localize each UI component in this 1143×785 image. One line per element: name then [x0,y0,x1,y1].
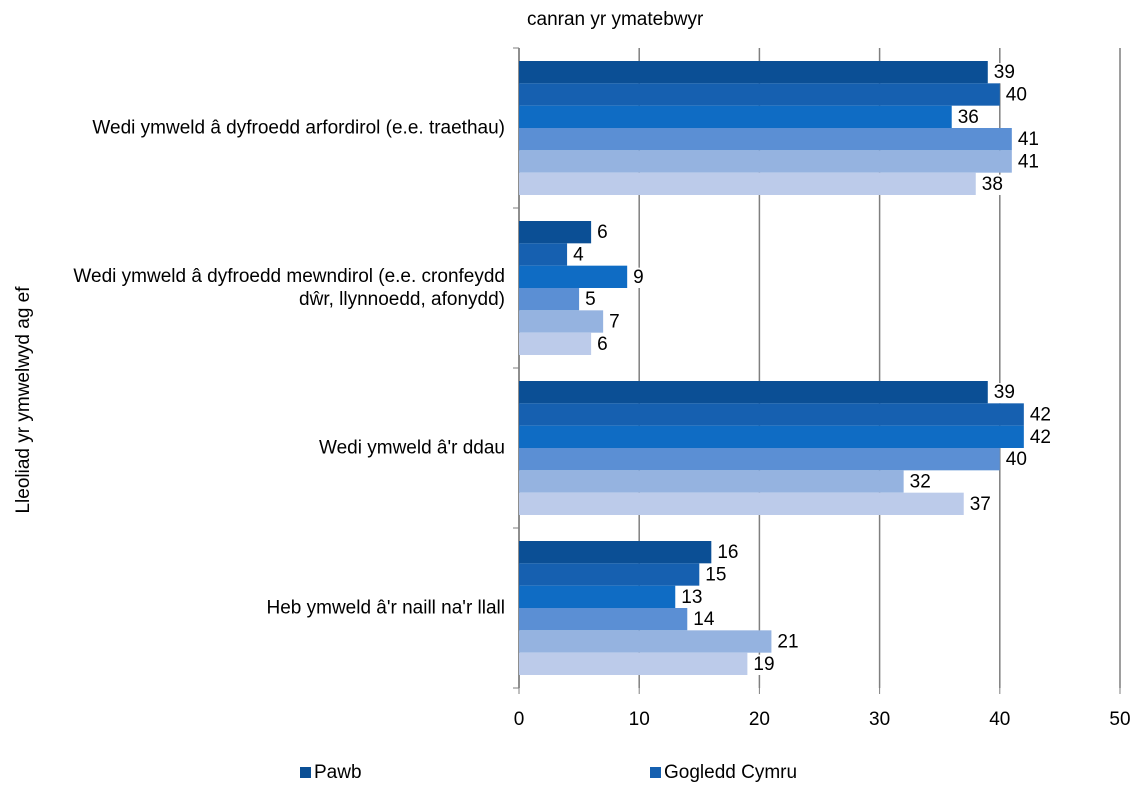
label-bg [593,334,611,355]
bar [519,381,988,404]
x-tick-label: 20 [749,709,770,730]
label-bg [1001,85,1030,106]
label-bg [905,472,934,493]
bar [519,105,952,128]
bar [519,83,1000,106]
bar [519,425,1024,448]
bar [519,265,628,288]
label-bg [689,610,718,631]
label-bg [749,654,778,675]
bar [519,630,772,653]
bar [519,128,1012,151]
category-label: Wedi ymweld â dyfroedd mewndirol (e.e. c… [73,266,505,310]
label-bg [977,174,1006,195]
bar [519,310,604,333]
y-axis-title: Lleoliad yr ymwelwyd ag ef [13,286,34,514]
label-bg [593,223,611,244]
x-tick-label: 10 [629,709,650,730]
value-label: 38 [982,174,1003,195]
bar [519,585,676,608]
label-bg [677,587,706,608]
value-label: 40 [1006,449,1027,470]
label-bg [989,63,1018,84]
value-label: 21 [777,632,798,653]
x-tick-label: 0 [514,709,525,730]
x-tick-label: 50 [1109,709,1130,730]
value-label: 7 [609,312,620,333]
value-label: 6 [597,222,608,243]
bar [519,221,592,244]
value-label: 6 [597,334,608,355]
value-label: 9 [633,267,644,288]
value-label: 14 [693,609,715,630]
value-label: 37 [970,494,991,515]
value-label: 39 [994,382,1015,403]
value-label: 42 [1030,427,1051,448]
bar [519,332,592,355]
label-bg [701,565,730,586]
category-label: Wedi ymweld â dyfroedd arfordirol (e.e. … [92,117,505,139]
legend-label: Pawb [314,762,362,783]
bar [519,652,748,675]
bar [519,608,688,631]
x-tick-label: 30 [869,709,890,730]
value-label: 41 [1018,152,1039,173]
legend-label: Gogledd Cymru [664,762,797,783]
category-label: Heb ymweld â'r naill na'r llall [266,597,505,619]
value-label: 16 [717,542,738,563]
x-axis-title: canran yr ymatebwyr [527,9,704,30]
label-bg [989,383,1018,404]
bar [519,288,580,311]
value-label: 36 [958,107,979,128]
label-bg [581,290,599,311]
bar [519,448,1000,471]
label-bg [569,245,587,266]
bar [519,150,1012,173]
legend-swatch [300,767,311,778]
value-label: 32 [910,472,931,493]
bar [519,243,568,266]
value-label: 19 [753,654,774,675]
label-bg [1025,405,1054,426]
label-bg [773,632,802,653]
value-label: 4 [573,245,584,266]
bar [519,470,904,493]
label-bg [1013,130,1042,151]
value-label: 42 [1030,405,1051,426]
bar [519,492,964,515]
bar [519,541,712,564]
value-label: 5 [585,289,596,310]
value-label: 40 [1006,85,1027,106]
label-bg [713,543,742,564]
value-label: 41 [1018,129,1039,150]
label-bg [965,494,994,515]
label-bg [1001,450,1030,471]
category-label: Wedi ymweld â'r ddau [319,437,505,459]
label-bg [953,107,982,128]
bar [519,61,988,84]
value-label: 15 [705,565,726,586]
label-bg [1025,427,1054,448]
value-label: 39 [994,62,1015,83]
bar [519,563,700,586]
value-label: 13 [681,587,702,608]
label-bg [605,312,623,333]
x-tick-label: 40 [989,709,1010,730]
label-bg [629,267,647,288]
bar [519,172,976,195]
label-bg [1013,152,1042,173]
bar [519,403,1024,426]
legend-swatch [650,767,661,778]
